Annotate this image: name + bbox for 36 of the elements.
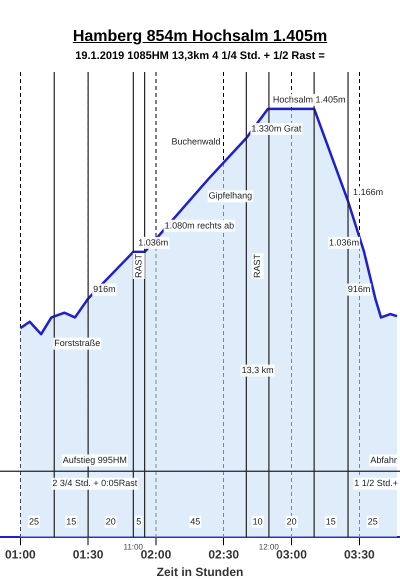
annotation: 15 bbox=[66, 516, 76, 526]
annotation: 916m bbox=[93, 284, 116, 294]
x-axis-title: Zeit in Stunden bbox=[156, 565, 244, 580]
annotation: 13,3 km bbox=[242, 365, 274, 376]
annotation: 20 bbox=[106, 516, 116, 526]
annotation: Abfahr bbox=[370, 454, 397, 465]
annotation: 25 bbox=[368, 516, 378, 526]
annotation: Forststraße bbox=[54, 338, 100, 348]
chart-title: Hamberg 854m Hochsalm 1.405m bbox=[72, 28, 328, 46]
annotation: 1 1/2 Std.+ bbox=[354, 478, 398, 488]
annotation: 45 bbox=[190, 516, 200, 526]
annotation: 1.330m Grat bbox=[251, 123, 302, 134]
x-tick-label: 03:30 bbox=[344, 548, 375, 562]
x-tick-label: 02:30 bbox=[208, 548, 240, 562]
x-tick-label: 02:00 bbox=[140, 548, 172, 562]
annotation: Hochsalm 1.405m bbox=[272, 94, 346, 104]
annotation: 1.080m rechts ab bbox=[164, 220, 234, 230]
annotation: 1.166m bbox=[353, 186, 384, 197]
annotation: 15 bbox=[326, 516, 336, 526]
annotation: RAST bbox=[133, 253, 144, 278]
annotation: Buchenwald bbox=[171, 136, 221, 146]
x-tick-label: 03:00 bbox=[276, 548, 308, 562]
annotation: 5 bbox=[136, 516, 142, 526]
annotation: Gipfelhang bbox=[208, 190, 252, 201]
x-tick-label: 01:00 bbox=[4, 548, 36, 562]
annotation: RAST bbox=[252, 253, 262, 278]
annotation: Aufstieg 995HM bbox=[62, 454, 127, 465]
annotation: 1.036m bbox=[329, 237, 360, 248]
x-tick-label: 01:30 bbox=[72, 548, 104, 562]
annotation: 1.036m bbox=[138, 237, 168, 248]
chart-subtitle: 19.1.2019 1085HM 13,3km 4 1/4 Std. + 1/2 Rast = bbox=[74, 50, 326, 62]
annotation: 916m bbox=[348, 284, 370, 294]
annotation: 10 bbox=[252, 516, 263, 526]
annotation: 2 3/4 Std. + 0:05Rast bbox=[52, 478, 138, 488]
annotation: 25 bbox=[28, 516, 40, 526]
annotation: 20 bbox=[286, 516, 297, 526]
